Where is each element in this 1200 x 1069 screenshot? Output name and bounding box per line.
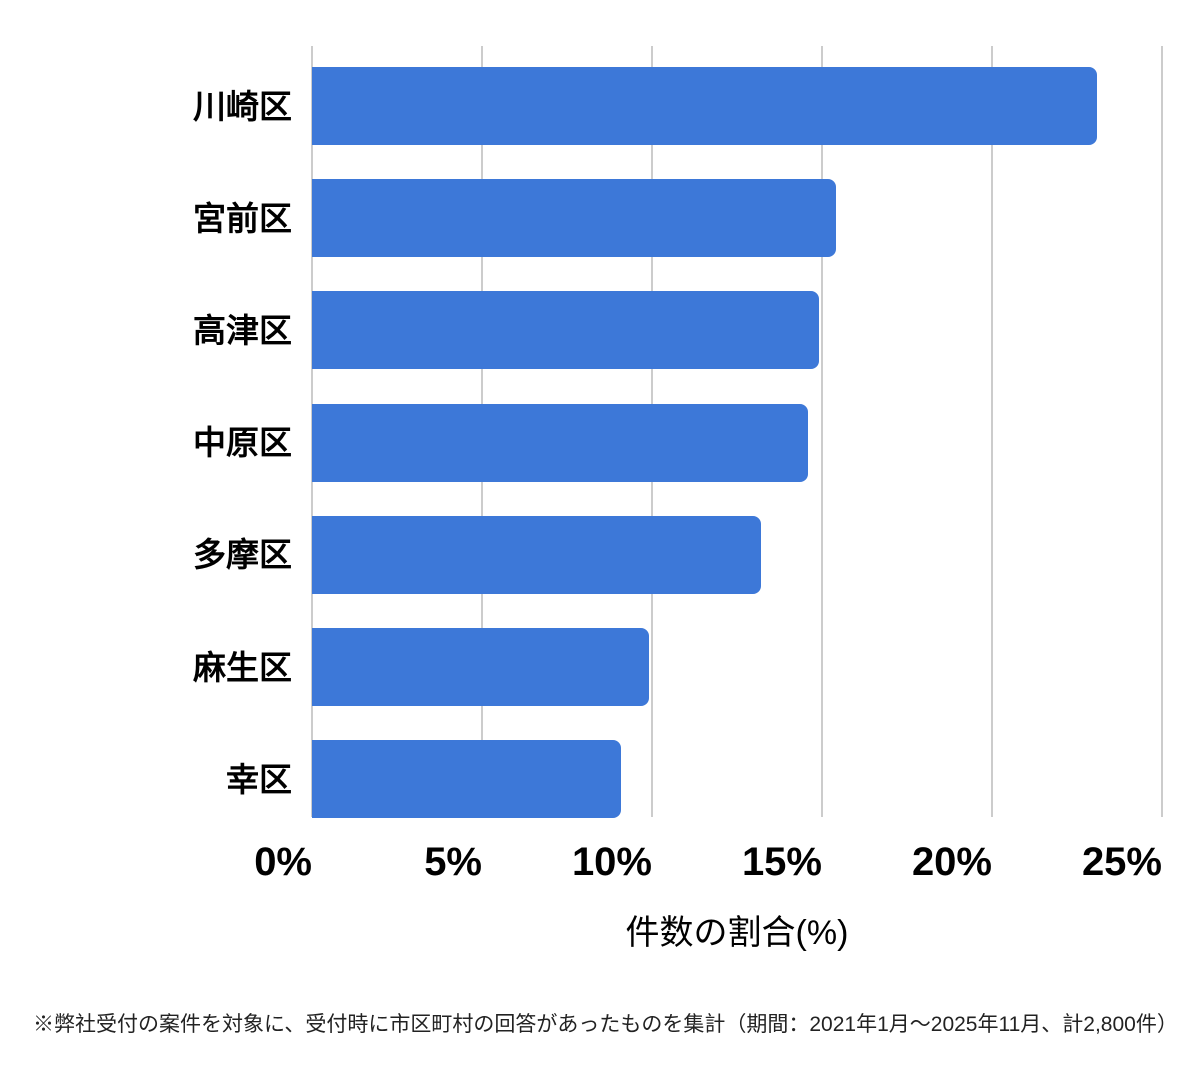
bar-row: 麻生区 <box>193 611 1162 723</box>
gridline <box>991 46 993 817</box>
x-tick-label: 15% <box>741 840 822 884</box>
footnote: ※弊社受付の案件を対象に、受付時に市区町村の回答があったものを集計（期間：202… <box>33 1013 1178 1036</box>
category-label: 幸区 <box>226 760 292 798</box>
bar-rows: 川崎区 宮前区 高津区 中原区 多摩区 麻生区 幸区 <box>193 50 1162 835</box>
x-axis-title: 件数の割合(%) <box>625 914 849 952</box>
category-label: 多摩区 <box>193 536 292 574</box>
bar-row: 中原区 <box>193 387 1162 499</box>
bar-row: 多摩区 <box>193 499 1162 611</box>
bar-row: 川崎区 <box>193 50 1162 162</box>
category-label: 宮前区 <box>193 199 292 237</box>
bar <box>312 179 836 258</box>
category-label: 麻生区 <box>193 648 292 686</box>
bar <box>312 515 761 594</box>
x-tick-label: 0% <box>254 840 312 884</box>
plot-area: 川崎区 宮前区 高津区 中原区 多摩区 麻生区 幸区 <box>193 46 1163 819</box>
x-tick-label: 25% <box>1081 840 1162 884</box>
bar <box>312 291 819 370</box>
bar <box>312 67 1098 146</box>
bar <box>312 403 809 482</box>
x-tick-label: 5% <box>424 840 482 884</box>
category-label: 中原区 <box>193 424 292 462</box>
bar-row: 宮前区 <box>193 162 1162 274</box>
gridline <box>821 46 823 817</box>
bar <box>312 628 649 707</box>
bar <box>312 740 622 819</box>
x-tick-label: 20% <box>911 840 992 884</box>
gridline <box>1161 46 1163 817</box>
category-label: 川崎区 <box>193 87 292 125</box>
x-axis: 0% 5% 10% 15% 20% 25% <box>254 840 1162 890</box>
x-tick-label: 10% <box>571 840 652 884</box>
bar-row: 高津区 <box>193 274 1162 386</box>
category-label: 高津区 <box>193 311 292 349</box>
bar-row: 幸区 <box>226 723 1162 835</box>
